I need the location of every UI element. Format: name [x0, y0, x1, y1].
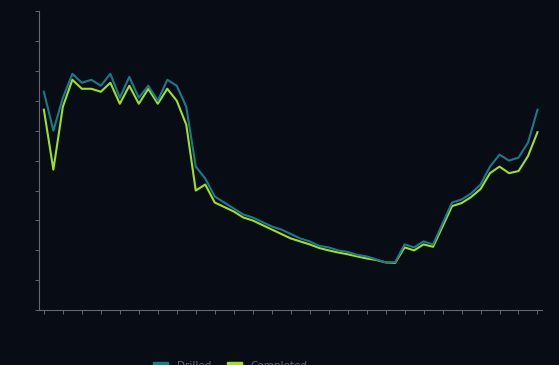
Legend: Drilled, Completed: Drilled, Completed [153, 361, 308, 365]
